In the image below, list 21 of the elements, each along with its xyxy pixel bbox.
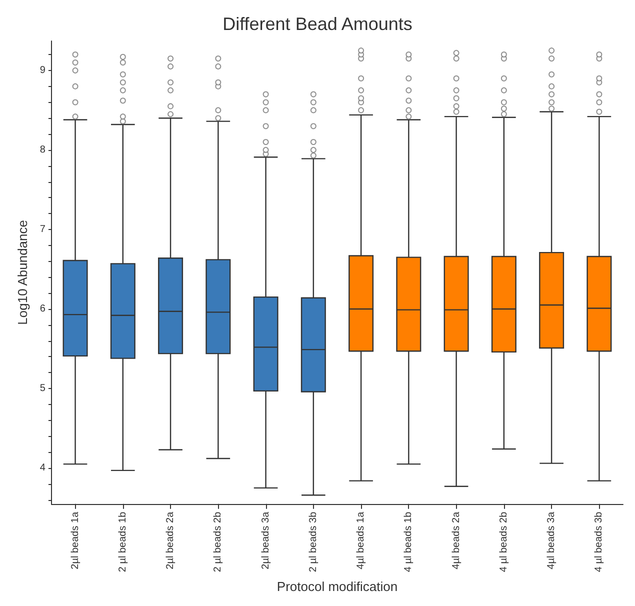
x-tick-label: 4µl beads 3a [546,511,558,570]
x-tick-label: 2 µl beads 3b [308,511,319,572]
x-tick-label: 2 µl beads 1b [117,511,128,572]
x-tick-label: 4 µl beads 1b [403,511,414,572]
y-tick-label: 8 [40,144,46,156]
x-axis-title: Protocol modification [276,579,398,594]
x-tick-label: 4 µl beads 2b [498,511,510,572]
x-tick-label: 4µl beads 1a [356,511,367,570]
y-axis-title: Log10 Abundance [15,220,30,325]
y-tick-label: 5 [40,383,46,394]
chart-title: Different Bead Amounts [222,14,412,34]
x-tick-label: 2µl beads 2a [165,511,176,570]
y-tick-label: 7 [40,224,46,235]
y-tick-label: 6 [40,304,46,315]
x-tick-label: 2µl beads 3a [260,511,272,570]
x-tick-label: 4µl beads 2a [450,511,462,570]
x-tick-label: 4 µl beads 3b [594,511,605,572]
x-tick-label: 2 µl beads 2b [212,511,224,572]
y-tick-label: 4 [40,462,46,474]
x-tick-label: 2µl beads 1a [70,511,81,570]
y-tick-label: 9 [40,64,46,76]
